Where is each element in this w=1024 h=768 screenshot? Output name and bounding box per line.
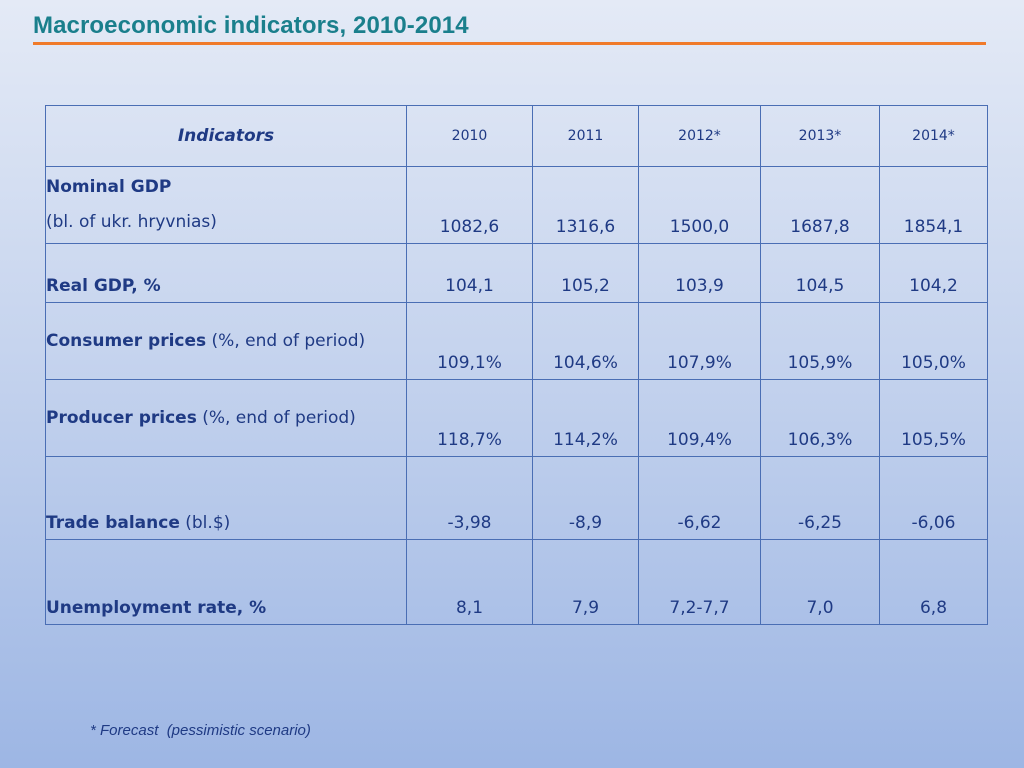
title-underline — [33, 42, 986, 45]
table-row: Trade balance (bl.$) -3,98 -8,9 -6,62 -6… — [45, 456, 988, 540]
slide-title: Macroeconomic indicators, 2010-2014 — [33, 12, 469, 39]
row-label-detail: (bl.$) — [179, 513, 231, 533]
cell-value: 105,9% — [760, 302, 880, 380]
cell-value: 105,5% — [879, 379, 988, 457]
header-year-2013: 2013* — [760, 105, 880, 167]
cell-value: 6,8 — [879, 539, 988, 625]
cell-value: 105,0% — [879, 302, 988, 380]
cell-value: 107,9% — [638, 302, 761, 380]
cell-value: 109,4% — [638, 379, 761, 457]
cell-value: -6,25 — [760, 456, 880, 540]
row-label-detail: (%, end of period) — [196, 407, 356, 428]
table-row: Real GDP, % 104,1 105,2 103,9 104,5 104,… — [45, 243, 988, 303]
row-label: Trade balance (bl.$) — [45, 456, 407, 540]
row-label: Producer prices (%, end of period) — [45, 379, 407, 457]
row-label-bold: Nominal GDP — [46, 177, 172, 197]
row-label-bold: Trade balance — [46, 513, 180, 533]
cell-value: 1082,6 — [406, 166, 533, 244]
indicators-table: Indicators 2010 2011 2012* 2013* 2014* N… — [45, 105, 988, 625]
cell-value: 104,1 — [406, 243, 533, 303]
cell-value: 1500,0 — [638, 166, 761, 244]
cell-value: 114,2% — [532, 379, 639, 457]
row-label: Consumer prices (%, end of period) — [45, 302, 407, 380]
cell-value: 7,2-7,7 — [638, 539, 761, 625]
cell-value: 8,1 — [406, 539, 533, 625]
table-row: Nominal GDP (bl. of ukr. hryvnias) 1082,6… — [45, 166, 988, 244]
header-year-2010: 2010 — [406, 105, 533, 167]
cell-value: 105,2 — [532, 243, 639, 303]
cell-value: 7,9 — [532, 539, 639, 625]
row-label-bold: Real GDP, % — [46, 276, 161, 296]
table-row: Producer prices (%, end of period) 118,7… — [45, 379, 988, 457]
cell-value: -8,9 — [532, 456, 639, 540]
cell-value: -6,62 — [638, 456, 761, 540]
cell-value: 1687,8 — [760, 166, 880, 244]
row-label-bold: Unemployment rate, % — [46, 598, 267, 618]
cell-value: 1854,1 — [879, 166, 988, 244]
row-label: Real GDP, % — [45, 243, 407, 303]
row-label-bold: Consumer prices — [46, 330, 207, 351]
forecast-footnote: * Forecast (pessimistic scenario) — [90, 722, 311, 739]
cell-value: -6,06 — [879, 456, 988, 540]
row-label-bold: Producer prices — [46, 407, 197, 428]
cell-value: -3,98 — [406, 456, 533, 540]
header-year-2012: 2012* — [638, 105, 761, 167]
table-header-row: Indicators 2010 2011 2012* 2013* 2014* — [45, 105, 988, 167]
table-row: Consumer prices (%, end of period) 109,1… — [45, 302, 988, 380]
row-label-detail: (%, end of period) — [206, 330, 366, 351]
cell-value: 7,0 — [760, 539, 880, 625]
cell-value: 103,9 — [638, 243, 761, 303]
table-row: Unemployment rate, % 8,1 7,9 7,2-7,7 7,0… — [45, 539, 988, 625]
cell-value: 1316,6 — [532, 166, 639, 244]
header-indicators: Indicators — [45, 105, 407, 167]
cell-value: 118,7% — [406, 379, 533, 457]
row-label-detail: (bl. of ukr. hryvnias) — [46, 212, 217, 232]
header-year-2011: 2011 — [532, 105, 639, 167]
cell-value: 104,5 — [760, 243, 880, 303]
cell-value: 106,3% — [760, 379, 880, 457]
row-label: Unemployment rate, % — [45, 539, 407, 625]
row-label: Nominal GDP (bl. of ukr. hryvnias) — [45, 166, 407, 244]
header-year-2014: 2014* — [879, 105, 988, 167]
cell-value: 104,6% — [532, 302, 639, 380]
cell-value: 109,1% — [406, 302, 533, 380]
cell-value: 104,2 — [879, 243, 988, 303]
